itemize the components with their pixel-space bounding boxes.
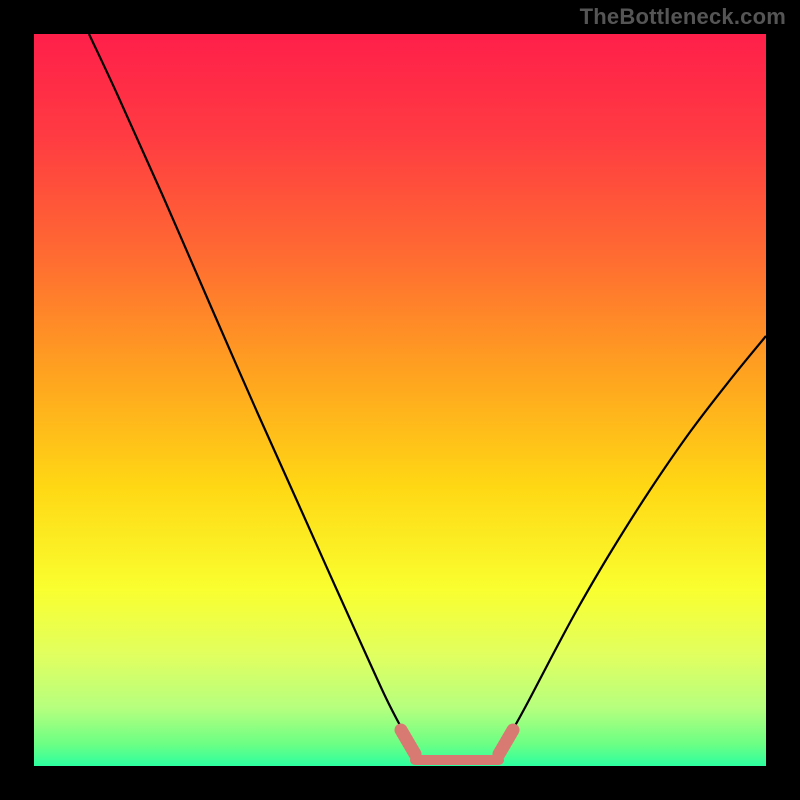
highlight-right <box>499 730 513 754</box>
curve-svg <box>34 34 766 766</box>
curve-left-branch <box>89 34 412 747</box>
plot-area <box>34 34 766 766</box>
watermark-text: TheBottleneck.com <box>580 4 786 30</box>
curve-right-branch <box>502 336 766 747</box>
highlight-left <box>401 730 415 754</box>
chart-container: TheBottleneck.com <box>0 0 800 800</box>
